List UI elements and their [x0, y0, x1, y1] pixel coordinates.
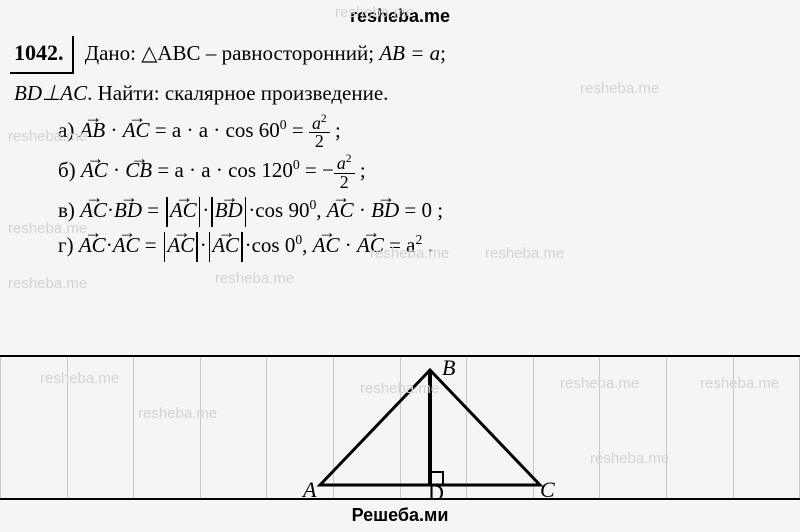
abs6: [196, 232, 198, 261]
given-prefix: Дано:: [85, 41, 141, 65]
v4g: AC: [357, 233, 384, 257]
label-b: б): [58, 158, 76, 182]
eq-v: = 0 ;: [399, 198, 443, 222]
tail-g: .: [422, 233, 433, 257]
deg-a: 0: [280, 117, 287, 132]
vec-ab-text: AB: [80, 118, 106, 142]
vec-ac6: AC: [113, 229, 140, 262]
label-D: D: [428, 480, 444, 506]
v1b: AC: [81, 158, 108, 182]
label-a: а): [58, 118, 74, 142]
footer-brand: Решеба.ми: [0, 505, 800, 526]
vec-cb: CB: [125, 154, 152, 187]
abs5: [164, 232, 166, 261]
given-suffix: – равносторонний;: [201, 41, 380, 65]
av2gt: AC: [212, 233, 239, 257]
vec-ac2: AC: [81, 154, 108, 187]
fd-a: 2: [309, 133, 330, 151]
mid1-v: =: [142, 198, 164, 222]
deg-b: 0: [293, 157, 300, 172]
given-line: 1042. Дано: △ABC – равносторонний; AB = …: [10, 36, 790, 74]
abs8: [241, 232, 243, 261]
vec-ab: AB: [80, 114, 106, 147]
find-text: . Найти: скалярное произведение.: [87, 81, 388, 105]
eq-b: = −: [300, 158, 334, 182]
label-A: A: [303, 477, 316, 503]
abs4: [245, 197, 247, 226]
label-C: C: [540, 477, 555, 503]
av2g: AC: [212, 229, 239, 262]
eq-a: =: [287, 118, 309, 142]
label-g: г): [58, 233, 74, 257]
mid2-g: ·cos 0: [245, 233, 296, 257]
av1gt: AC: [167, 233, 194, 257]
v2b: CB: [125, 158, 152, 182]
eq-g: = a: [384, 233, 416, 257]
v2g: AC: [113, 233, 140, 257]
vec-ac7: AC: [313, 229, 340, 262]
abs2: [199, 197, 201, 226]
label-B: B: [442, 355, 455, 381]
v3g: AC: [313, 233, 340, 257]
fs-b: 2: [346, 152, 352, 165]
mid-a: = a · a · cos 60: [150, 118, 280, 142]
mid2-v: ·cos 90: [248, 198, 309, 222]
fs-a: 2: [321, 112, 327, 125]
mid-b: = a · a · cos 120: [152, 158, 293, 182]
fn-a: a: [312, 113, 321, 133]
mid1-g: =: [140, 233, 162, 257]
watermark: resheba.me: [215, 270, 294, 287]
abs7: [209, 232, 211, 261]
vec-ac8: AC: [357, 229, 384, 262]
fn-b: a: [337, 153, 346, 173]
given-triangle: △ABC: [141, 41, 200, 65]
watermark: resheba.me: [8, 275, 87, 292]
vec-ac: AC: [123, 114, 150, 147]
tail-a: ;: [330, 118, 341, 142]
given-side: AB = a: [379, 41, 440, 65]
problem-content: 1042. Дано: △ABC – равносторонний; AB = …: [0, 36, 800, 262]
tail-b: ;: [355, 158, 366, 182]
label-v: в): [58, 198, 75, 222]
header-brand: resheba.me: [0, 0, 800, 33]
v1g: AC: [79, 233, 106, 257]
given-perp: BD⊥AC: [14, 81, 87, 105]
semicolon: ;: [440, 41, 446, 65]
vec-ac5: AC: [79, 229, 106, 262]
sep-g: ,: [302, 233, 313, 257]
item-g: г) AC·AC = AC·AC·cos 00, AC · AC = a2 .: [10, 229, 790, 262]
vec-ac-text: AC: [123, 118, 150, 142]
frac-a: a2 2: [309, 113, 330, 152]
av1g: AC: [167, 229, 194, 262]
problem-number: 1042.: [10, 36, 74, 74]
